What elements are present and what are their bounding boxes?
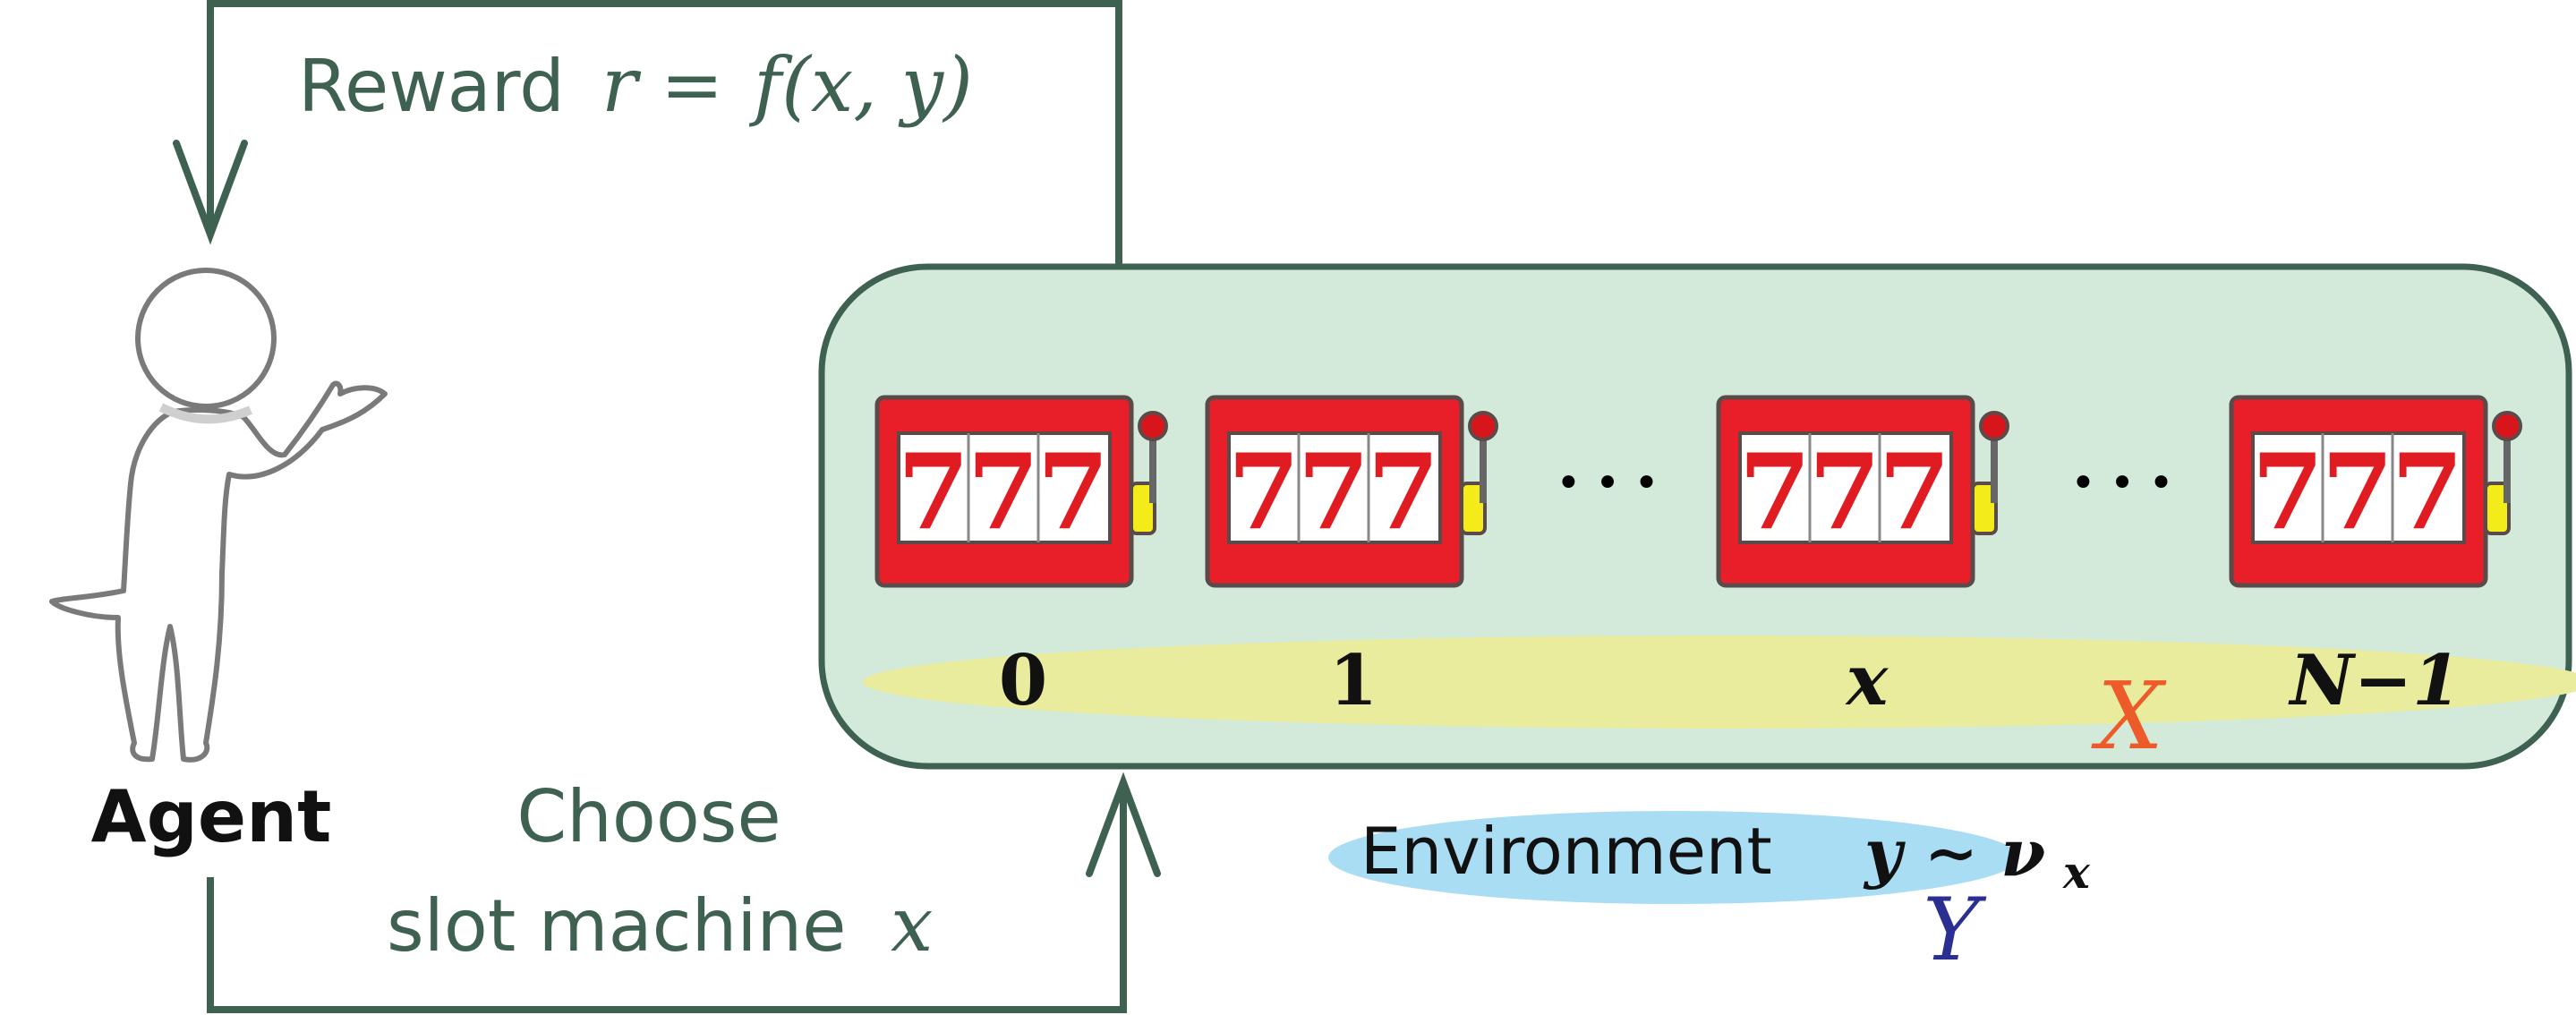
ellipsis-2: • • • [2070, 458, 2173, 508]
machine-label-n-minus-1: N−1 [2288, 640, 2461, 721]
agent-person-icon [49, 268, 388, 763]
reel-digit: 7 [1368, 431, 1440, 553]
machine-label-x: x [1845, 640, 1889, 721]
reel-digit: 7 [1809, 431, 1881, 553]
ellipsis-1: • • • [1556, 458, 1659, 508]
environment-formula: y ∼ ν [1863, 815, 2045, 891]
choose-line-1: Choose [516, 775, 780, 858]
environment-subscript: x [2062, 846, 2091, 899]
reel-digit: 7 [2392, 431, 2464, 553]
reward-feedback-arrow [173, 0, 1122, 265]
slot-machine-1: 7 7 7 [1207, 397, 1497, 585]
reel-digit: 7 [2322, 431, 2394, 553]
reel-digit: 7 [1879, 431, 1951, 553]
reel-digit: 7 [1298, 431, 1370, 553]
action-space-ellipse [863, 635, 2576, 729]
reward-var: r [601, 41, 642, 129]
reel-digit: 7 [1037, 431, 1110, 553]
reel-digit: 7 [1228, 431, 1301, 553]
action-arrow [207, 772, 1161, 1013]
machine-label-1: 1 [1329, 640, 1378, 721]
machine-label-0: 0 [999, 640, 1047, 721]
choose-line-2: slot machine [387, 884, 846, 968]
reel-digit: 7 [968, 431, 1040, 553]
outcome-space-label: Y [1923, 880, 1987, 980]
reel-digit: 7 [2252, 431, 2324, 553]
reward-function: f(x, y) [748, 41, 973, 129]
reel-digit: 7 [898, 431, 970, 553]
reward-equals: = [661, 41, 723, 129]
agent-label: Agent [91, 775, 332, 858]
reward-word: Reward [298, 45, 565, 128]
environment-word: Environment [1361, 814, 1772, 889]
agent-collar [158, 403, 253, 424]
environment-label-ellipse [1328, 811, 2019, 904]
choose-var: x [891, 881, 933, 968]
slot-machine-x: 7 7 7 [1719, 397, 2008, 585]
action-space-label: X [2091, 661, 2167, 771]
reel-digit: 7 [1739, 431, 1812, 553]
slot-machine-0: 7 7 7 [877, 397, 1166, 585]
slot-machine-n-minus-1: 7 7 7 [2231, 397, 2521, 585]
